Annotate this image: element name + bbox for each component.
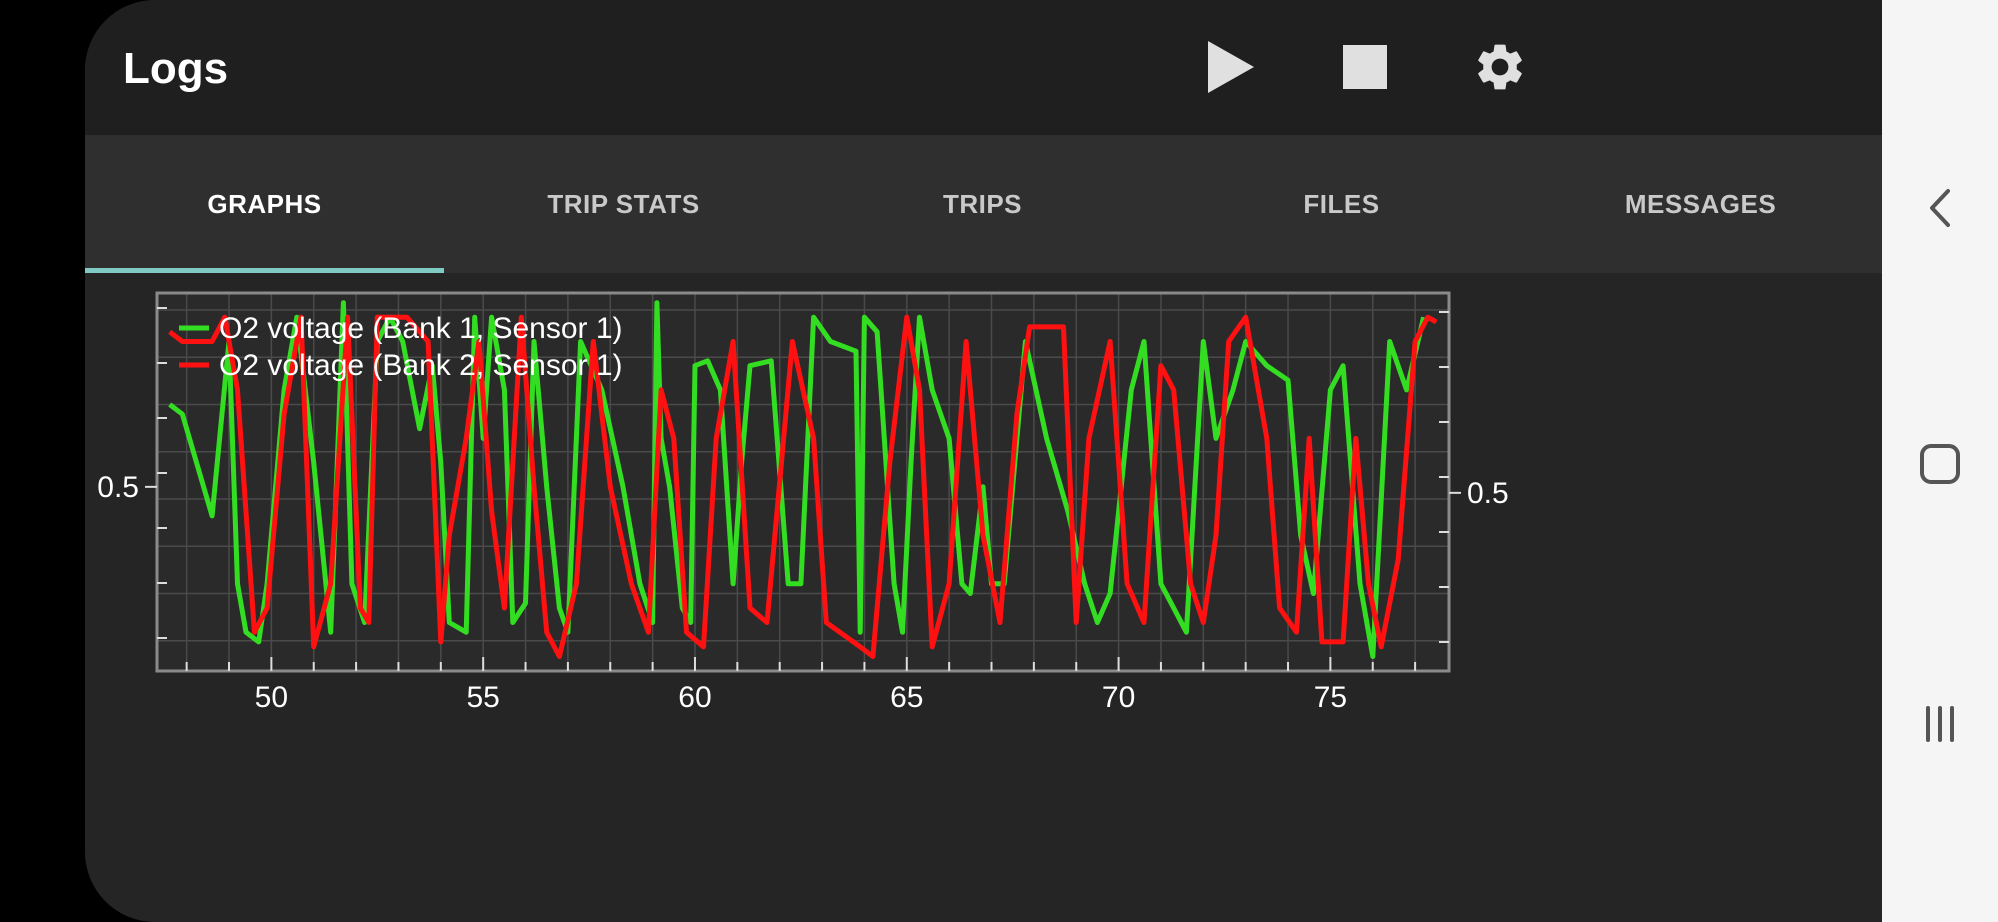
tab-messages[interactable]: MESSAGES bbox=[1624, 188, 1777, 219]
x-tick-label: 50 bbox=[255, 681, 288, 714]
chart-legend: O2 voltage (Bank 1, Sensor 1) O2 voltage … bbox=[179, 312, 623, 382]
x-tick-label: 70 bbox=[1102, 681, 1135, 714]
y-tick-label-left: 0.5 bbox=[97, 471, 139, 504]
chart-ticks: 50 55 60 65 70 75 0.5 0.5 bbox=[97, 307, 1509, 714]
legend-label-1: O2 voltage (Bank 1, Sensor 1) bbox=[219, 312, 623, 345]
x-tick-label: 60 bbox=[678, 681, 711, 714]
tab-indicator bbox=[85, 268, 444, 273]
app-screen: Logs GRAPHS TRIP STATS TRIPS FILES MESSA… bbox=[85, 0, 1882, 922]
o2-voltage-chart[interactable]: 50 55 60 65 70 75 0.5 0.5 O2 voltage (Bank 1, S… bbox=[85, 273, 1882, 922]
app-bar: Logs bbox=[85, 0, 1882, 135]
x-tick-label: 75 bbox=[1314, 681, 1347, 714]
home-button[interactable] bbox=[1910, 434, 1970, 494]
home-square-icon bbox=[1920, 444, 1960, 484]
tab-files[interactable]: FILES bbox=[1303, 188, 1380, 219]
tab-trips[interactable]: TRIPS bbox=[942, 188, 1023, 219]
system-nav-bar bbox=[1882, 0, 1998, 922]
recents-icon bbox=[1926, 706, 1954, 742]
tab-bar: GRAPHS TRIP STATS TRIPS FILES MESSAGES bbox=[85, 135, 1882, 273]
play-button[interactable] bbox=[1195, 32, 1265, 102]
back-chevron-icon bbox=[1930, 189, 1950, 227]
series-line-2 bbox=[168, 314, 1438, 659]
plot-frame bbox=[155, 291, 1451, 673]
tab-graphs[interactable]: GRAPHS bbox=[207, 188, 322, 219]
chart-series bbox=[168, 300, 1438, 659]
y-tick-label-right: 0.5 bbox=[1467, 477, 1509, 510]
back-button[interactable] bbox=[1910, 178, 1970, 238]
x-tick-label: 65 bbox=[890, 681, 923, 714]
legend-label-2: O2 voltage (Bank 2, Sensor 1) bbox=[219, 349, 623, 382]
stop-icon bbox=[1343, 45, 1387, 89]
gear-icon bbox=[1478, 44, 1522, 90]
stop-button[interactable] bbox=[1330, 32, 1400, 102]
x-tick-label: 55 bbox=[466, 681, 499, 714]
recents-button[interactable] bbox=[1910, 694, 1970, 754]
play-icon bbox=[1208, 41, 1254, 93]
settings-button[interactable] bbox=[1465, 32, 1535, 102]
page-title: Logs bbox=[123, 44, 229, 93]
tab-trip-stats[interactable]: TRIP STATS bbox=[547, 188, 700, 219]
